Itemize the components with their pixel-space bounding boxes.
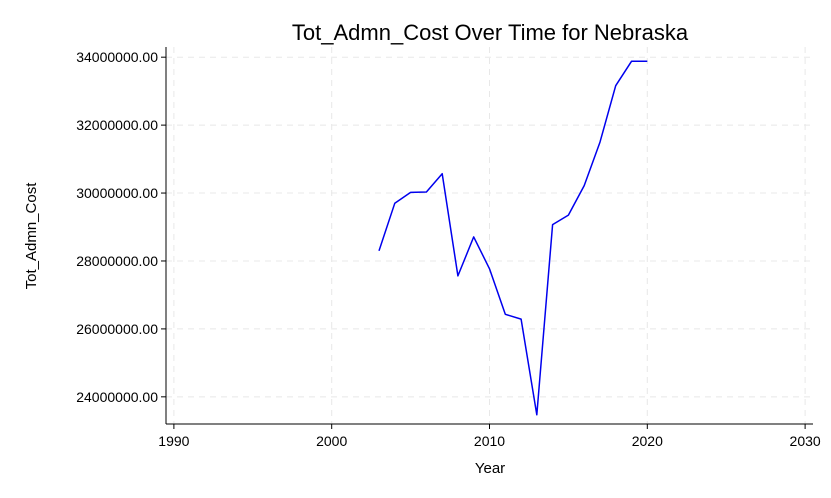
grid-lines [166,47,813,424]
x-axis-ticks: 1990 2000 2010 2020 2030 [158,424,821,449]
x-tick-label: 2010 [474,433,505,449]
series-line [378,60,648,416]
y-tick-label: 24000000.00 [76,389,158,405]
x-axis-label: Year [475,460,505,477]
x-tick-label: 2020 [632,433,663,449]
series-layer [378,60,648,416]
y-tick-label: 26000000.00 [76,321,158,337]
y-axis-label: Tot_Admn_Cost [23,182,40,290]
y-tick-label: 32000000.00 [76,117,158,133]
x-tick-label: 2000 [316,433,347,449]
y-tick-label: 34000000.00 [76,49,158,65]
x-tick-label: 2030 [790,433,821,449]
y-tick-label: 30000000.00 [76,185,158,201]
chart-title: Tot_Admn_Cost Over Time for Nebraska [292,20,689,45]
y-axis-ticks: 24000000.00 26000000.00 28000000.00 3000000… [76,49,166,405]
x-tick-label: 1990 [158,433,189,449]
y-tick-label: 28000000.00 [76,253,158,269]
